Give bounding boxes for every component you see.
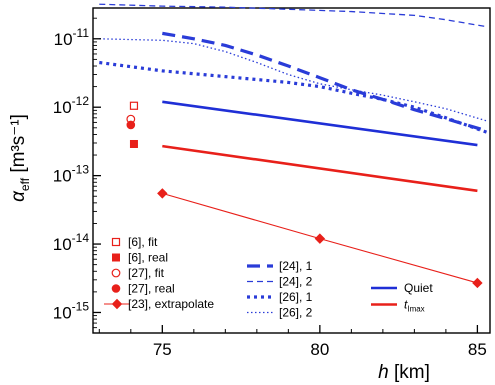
labels-layer: h [km] αeff [m³s⁻¹] xyxy=(8,114,430,383)
legend-label: [26], 2 xyxy=(279,306,313,320)
legend-marker-6-fit xyxy=(111,237,121,247)
legend-label: [6], real xyxy=(128,251,168,265)
legend-layer: [6], fit [6], real[27], fit [27], real[23]… xyxy=(104,235,433,320)
legend-label: [27], fit xyxy=(128,266,165,280)
y-axis-label: αeff [m³s⁻¹] xyxy=(8,114,32,202)
legend-label: [27], real xyxy=(128,282,175,296)
legend-marker-6-real xyxy=(112,253,120,262)
plot-border xyxy=(92,7,491,334)
data-point-6-real xyxy=(129,139,138,148)
legend-label: Quiet xyxy=(404,281,433,295)
series-line-24-1 xyxy=(162,31,488,133)
y-tick-label: 10-15 xyxy=(53,299,90,322)
plot-frame xyxy=(92,7,491,334)
legend-label: [24], 2 xyxy=(279,275,313,289)
legend-bottom-center: [24], 1 [24], 2[26], 1 [26], 2 xyxy=(247,259,313,320)
legend-bottom-right: Quiet tImax xyxy=(371,281,433,314)
x-tick-label: 85 xyxy=(468,340,487,359)
data-point-23-extrapolate xyxy=(472,277,483,289)
legend-marker-27-real xyxy=(111,284,121,293)
y-tick-label: 10-12 xyxy=(53,94,90,117)
series-line-26-2 xyxy=(99,38,488,122)
legend-label: [23], extrapolate xyxy=(128,297,214,311)
data-point-6-fit xyxy=(129,101,139,110)
data-point-27-real xyxy=(126,120,136,130)
legend-label: [6], fit xyxy=(128,235,158,249)
data-point-23-extrapolate xyxy=(314,233,326,244)
series-line-24-2 xyxy=(99,3,487,28)
legend-label: tImax xyxy=(404,298,425,314)
y-tick-label: 10-14 xyxy=(53,231,90,254)
x-tick-label: 75 xyxy=(153,340,172,359)
legend-marker-27-fit xyxy=(111,268,121,278)
series-line-quiet xyxy=(162,100,478,147)
legend-label: [24], 1 xyxy=(279,259,313,273)
y-tick-label: 10-11 xyxy=(54,26,90,49)
legend-marker-23-extrapolate xyxy=(111,298,123,310)
x-tick-label: 80 xyxy=(310,340,329,359)
y-tick-label: 10-13 xyxy=(53,163,90,186)
series-layer xyxy=(99,3,488,289)
legend-label: [26], 1 xyxy=(279,290,313,304)
ticks-layer: 75 80 85 10-15 10-14 10-13 10-12 10-11 xyxy=(53,17,487,359)
data-point-23-extrapolate xyxy=(157,188,168,199)
series-line-timax xyxy=(162,144,478,193)
series-line-26-1 xyxy=(99,60,488,134)
x-axis-label: h [km] xyxy=(378,362,430,383)
legend-bottom-left: [6], fit [6], real[27], fit [27], real[23]… xyxy=(104,235,214,311)
